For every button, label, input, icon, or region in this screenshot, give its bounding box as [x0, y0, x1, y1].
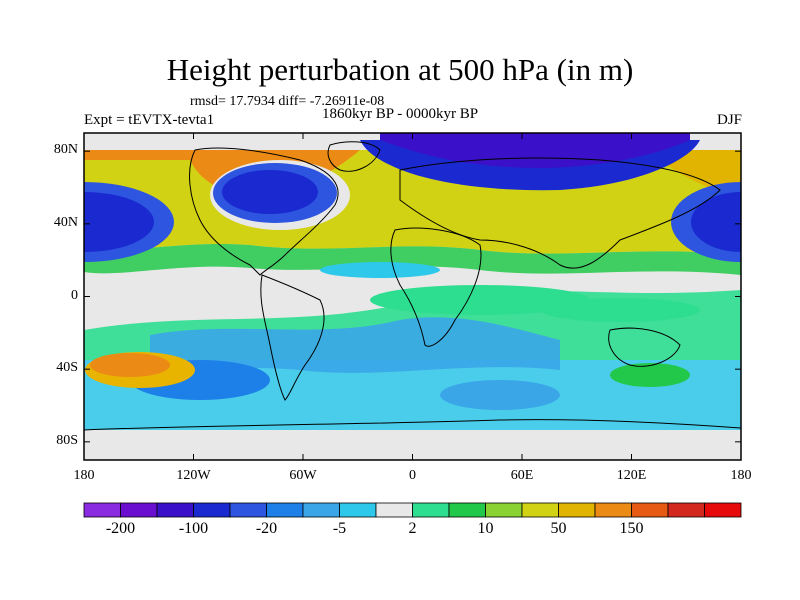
lon-tick-label: 180 [73, 468, 95, 483]
lon-tick-label: 60E [510, 468, 534, 483]
lat-tick-label: 80N [53, 142, 78, 158]
coastlines [84, 141, 741, 431]
lon-tick-label: 60W [289, 468, 317, 483]
field-shading [84, 133, 741, 460]
colorbar-label: -20 [255, 520, 278, 537]
colorbar-label: 2 [408, 520, 417, 537]
colorbar-box [193, 502, 231, 518]
colorbar-box [229, 502, 267, 518]
colorbar-box [448, 502, 486, 518]
colorbar-box [558, 502, 596, 518]
colorbar-label: 50 [550, 520, 567, 537]
colorbar-box [667, 502, 705, 518]
period-label: 1860kyr BP - 0000kyr BP [322, 106, 479, 122]
colorbar-label: 150 [619, 520, 644, 537]
colorbar-box [302, 502, 340, 518]
colorbar-box [120, 502, 158, 518]
colorbar-label: -5 [332, 520, 347, 537]
colorbar-box [339, 502, 377, 518]
experiment-label: Expt = tEVTX-tevta1 [84, 112, 215, 128]
colorbar-box [521, 502, 559, 518]
colorbar-label: -100 [178, 520, 209, 537]
colorbar-box [594, 502, 632, 518]
colorbar-box [266, 502, 304, 518]
lat-tick-label: 0 [71, 287, 78, 303]
lon-tick-label: 120W [176, 468, 211, 483]
lat-tick-label: 40S [56, 360, 78, 376]
colorbar-label: -200 [105, 520, 136, 537]
colorbar [83, 502, 742, 518]
colorbar-label: 10 [477, 520, 494, 537]
lat-tick-label: 40N [53, 214, 78, 230]
lon-tick-label: 180 [730, 468, 752, 483]
colorbar-box [704, 502, 742, 518]
stats-text: rmsd= 17.7934 diff= -7.26911e-08 [190, 94, 385, 109]
colorbar-box [631, 502, 669, 518]
lon-tick-label: 0 [409, 468, 416, 483]
lat-tick-label: 80S [56, 432, 78, 448]
axis-ticks [83, 133, 742, 460]
colorbar-box [156, 502, 194, 518]
colorbar-box [375, 502, 413, 518]
colorbar-box [485, 502, 523, 518]
season-label: DJF [716, 112, 742, 128]
plot-title: Height perturbation at 500 hPa (in m) [166, 52, 634, 87]
lon-tick-label: 120E [616, 468, 647, 483]
colorbar-box [412, 502, 450, 518]
colorbar-box [83, 502, 121, 518]
